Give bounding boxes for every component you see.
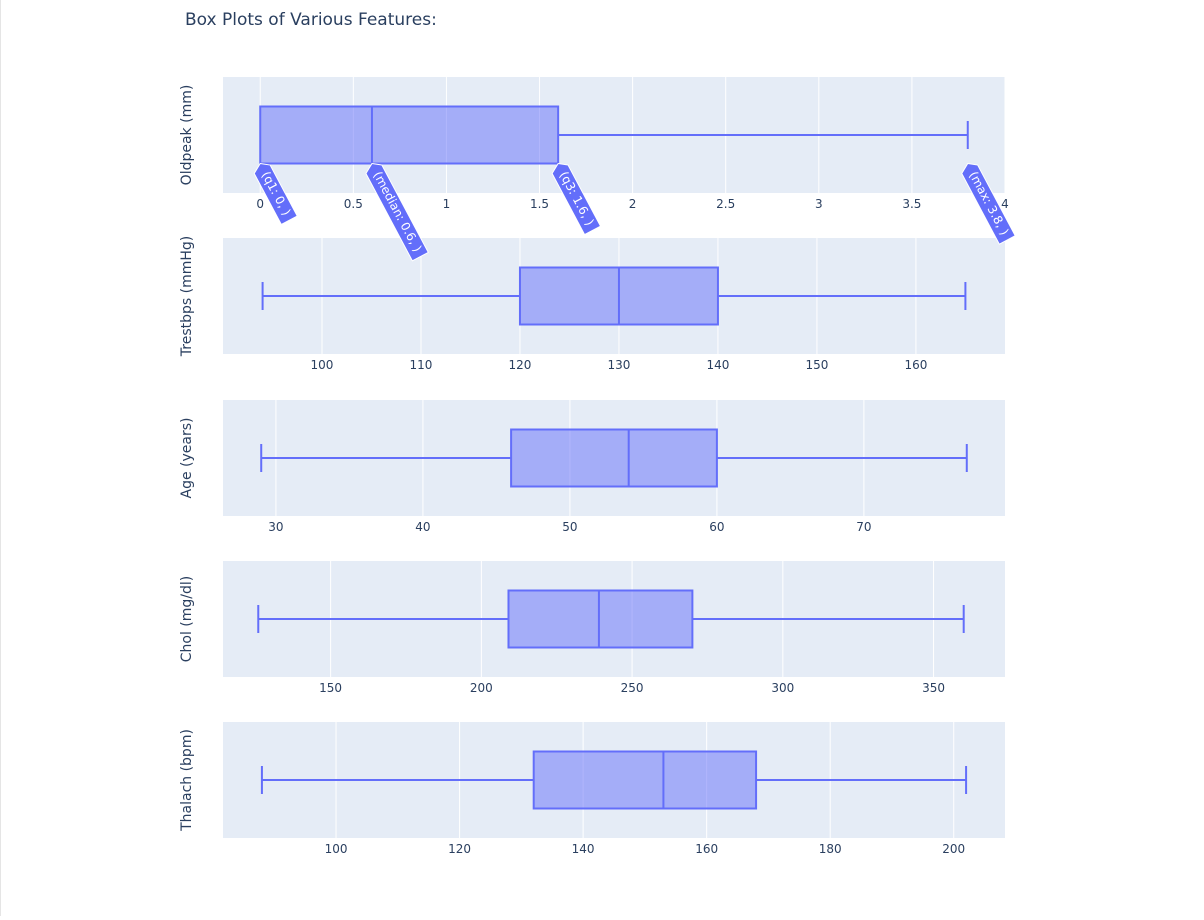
hover-label-bg [253, 162, 298, 226]
box-panel-1: 100 110 120 130 140 150 160 Trestbps (mmHg) [179, 236, 1005, 372]
x-tick-label: 0.5 [344, 197, 363, 211]
box-panel-0: 0 0.5 1 1.5 2 2.5 3 3.5 4 Oldpeak (mm) [179, 77, 1009, 211]
x-tick-label: 120 [509, 358, 532, 372]
y-axis-label: Thalach (bpm) [179, 729, 195, 832]
box-panel-3: 150 200 250 300 350 Chol (mg/dl) [179, 561, 1005, 695]
x-tick-label: 100 [311, 358, 334, 372]
box-panel-2: 30 40 50 60 70 Age (years) [179, 400, 1005, 534]
x-tick-label: 110 [410, 358, 433, 372]
y-axis-label: Age (years) [179, 418, 195, 499]
x-tick-label: 180 [819, 842, 842, 856]
x-tick-label: 150 [319, 681, 342, 695]
x-tick-label: 0 [256, 197, 264, 211]
x-tick-label: 250 [621, 681, 644, 695]
x-tick-label: 200 [942, 842, 965, 856]
x-tick-label: 70 [856, 520, 871, 534]
figure-title: Box Plots of Various Features: [185, 10, 437, 30]
x-tick-label: 200 [470, 681, 493, 695]
x-tick-label: 3.5 [902, 197, 921, 211]
iqr-box[interactable] [510, 428, 718, 488]
x-tick-label: 3 [815, 197, 823, 211]
box-panel-4: 100 120 140 160 180 200 Thalach (bpm) [179, 722, 1005, 856]
x-tick-label: 60 [709, 520, 724, 534]
x-tick-label: 1 [443, 197, 451, 211]
x-tick-label: 100 [325, 842, 348, 856]
y-axis-label: Trestbps (mmHg) [179, 236, 195, 357]
panels-group: 0 0.5 1 1.5 2 2.5 3 3.5 4 Oldpeak (mm) 100 110 120 13… [179, 77, 1009, 856]
x-tick-label: 120 [448, 842, 471, 856]
x-tick-label: 140 [706, 358, 729, 372]
x-tick-label: 30 [268, 520, 283, 534]
iqr-box[interactable] [532, 750, 758, 810]
y-axis-label: Oldpeak (mm) [179, 85, 195, 186]
x-tick-label: 160 [904, 358, 927, 372]
x-tick-label: 4 [1001, 197, 1009, 211]
x-tick-label: 350 [922, 681, 945, 695]
x-tick-label: 50 [562, 520, 577, 534]
hover-label-bg [961, 162, 1016, 245]
hover-label-bg [365, 162, 429, 262]
iqr-box[interactable] [259, 105, 560, 165]
hover-label-bg [551, 162, 602, 236]
x-tick-label: 2.5 [716, 197, 735, 211]
x-tick-label: 130 [607, 358, 630, 372]
iqr-box[interactable] [507, 589, 694, 649]
x-tick-label: 1.5 [530, 197, 549, 211]
x-tick-label: 140 [572, 842, 595, 856]
x-tick-label: 150 [805, 358, 828, 372]
x-tick-label: 2 [629, 197, 637, 211]
x-tick-label: 40 [415, 520, 430, 534]
y-axis-label: Chol (mg/dl) [179, 576, 195, 663]
x-tick-label: 160 [695, 842, 718, 856]
x-tick-label: 300 [771, 681, 794, 695]
